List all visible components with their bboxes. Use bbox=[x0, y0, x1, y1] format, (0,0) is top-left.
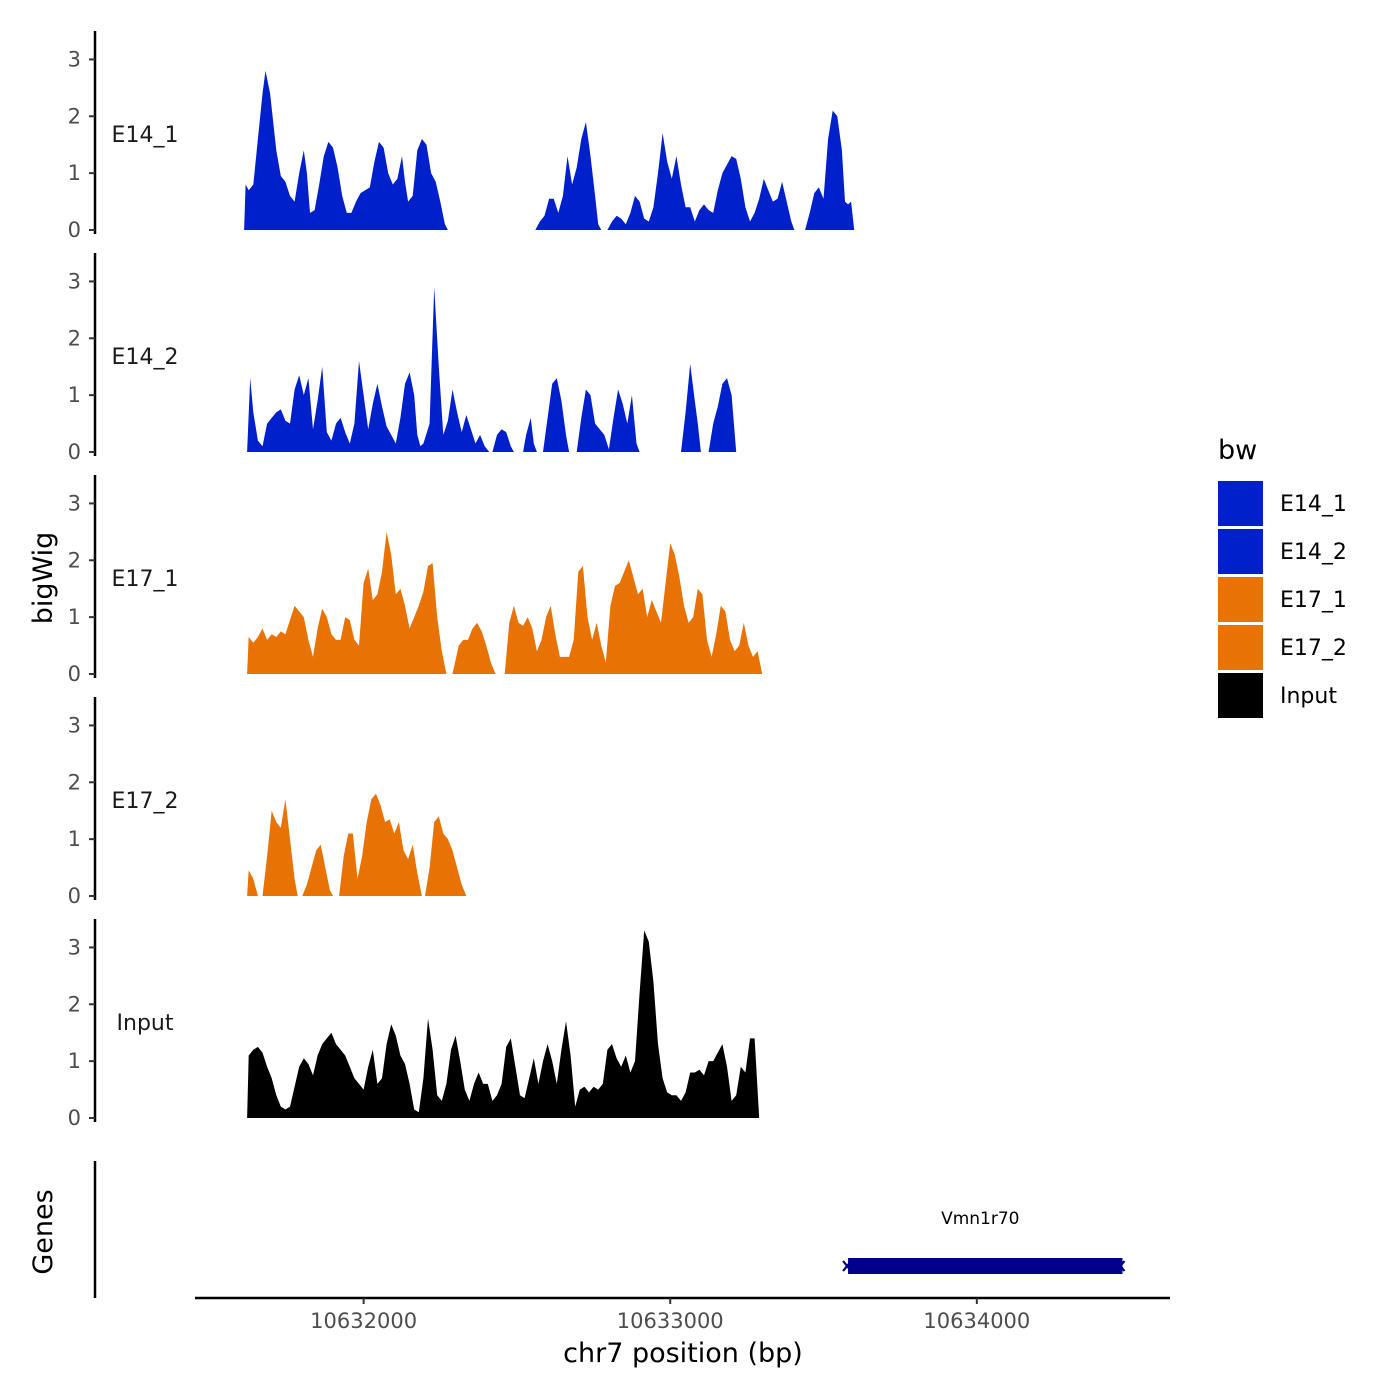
track-label: E17_1 bbox=[112, 567, 179, 592]
y-tick-label: 1 bbox=[68, 827, 81, 851]
y-tick-label: 3 bbox=[68, 491, 81, 515]
coverage-area bbox=[543, 378, 570, 452]
track-e14_1: 0 1 2 3 E14_1 bbox=[68, 31, 855, 242]
track-label: Input bbox=[117, 1011, 174, 1036]
y-tick-label: 0 bbox=[68, 218, 81, 242]
x-axis: 10632000 10633000 10634000 bbox=[195, 1296, 1170, 1333]
track-e17_2: 0 1 2 3 E17_2 bbox=[68, 697, 467, 908]
y-tick-label: 3 bbox=[68, 713, 81, 737]
coverage-area bbox=[576, 389, 640, 452]
gene-track: Vmn1r70 bbox=[93, 1161, 1126, 1298]
track-label: E14_2 bbox=[112, 345, 179, 370]
gene-label: Vmn1r70 bbox=[941, 1209, 1019, 1229]
legend-swatch bbox=[1218, 625, 1263, 670]
legend-title: bw bbox=[1218, 435, 1257, 466]
x-tick-label: 10633000 bbox=[617, 1309, 724, 1333]
coverage-area bbox=[339, 793, 422, 896]
legend-label: E17_2 bbox=[1280, 636, 1347, 661]
y-tick-label: 2 bbox=[68, 326, 81, 350]
track-input: 0 1 2 3 Input bbox=[68, 919, 760, 1130]
y-tick-label: 1 bbox=[68, 1049, 81, 1073]
legend-swatch bbox=[1218, 673, 1263, 718]
coverage-area bbox=[452, 622, 496, 674]
genes-track-title: Genes bbox=[28, 1189, 59, 1274]
y-tick-label: 0 bbox=[68, 884, 81, 908]
y-tick-label: 0 bbox=[68, 1106, 81, 1130]
y-tick-label: 3 bbox=[68, 935, 81, 959]
tracks-layer: 0 1 2 3 E14_1 0 1 2 3 E14_2 0 1 2 3 E17_1 0 1 2 3 E17_2 0 1 2 3… bbox=[68, 31, 855, 1130]
y-tick-label: 1 bbox=[68, 383, 81, 407]
gene-end-marker bbox=[1115, 1260, 1126, 1272]
coverage-area bbox=[805, 110, 855, 230]
coverage-area bbox=[492, 429, 514, 452]
y-tick-label: 3 bbox=[68, 47, 81, 71]
coverage-area bbox=[607, 133, 795, 230]
y-tick-label: 2 bbox=[68, 548, 81, 572]
track-e17_1: 0 1 2 3 E17_1 bbox=[68, 475, 763, 686]
legend-swatch bbox=[1218, 577, 1263, 622]
coverage-area bbox=[247, 870, 258, 896]
track-label: E17_2 bbox=[112, 789, 179, 814]
legend-label: E14_1 bbox=[1280, 492, 1347, 517]
coverage-area bbox=[681, 363, 701, 452]
gene-start-marker bbox=[842, 1260, 852, 1272]
coverage-area bbox=[247, 531, 447, 674]
coverage-area bbox=[262, 799, 298, 896]
y-tick-label: 0 bbox=[68, 440, 81, 464]
x-axis-title: chr7 position (bp) bbox=[563, 1338, 803, 1369]
legend-swatch bbox=[1218, 481, 1263, 526]
coverage-area bbox=[708, 378, 737, 452]
x-tick-label: 10634000 bbox=[923, 1309, 1030, 1333]
coverage-area bbox=[302, 844, 333, 896]
y-tick-label: 1 bbox=[68, 605, 81, 629]
coverage-area bbox=[247, 930, 760, 1118]
legend-label: E17_1 bbox=[1280, 588, 1347, 613]
track-label: E14_1 bbox=[112, 123, 179, 148]
y-tick-label: 3 bbox=[68, 269, 81, 293]
coverage-area bbox=[247, 287, 490, 452]
legend-swatch bbox=[1218, 529, 1263, 574]
x-tick-label: 10632000 bbox=[310, 1309, 417, 1333]
legend-label: E14_2 bbox=[1280, 540, 1347, 565]
gene-body bbox=[848, 1258, 1123, 1274]
y-tick-label: 1 bbox=[68, 161, 81, 185]
coverage-area bbox=[535, 122, 602, 230]
legend-label: Input bbox=[1280, 684, 1337, 709]
coverage-area bbox=[425, 816, 467, 896]
y-axis-title: bigWig bbox=[28, 532, 59, 625]
coverage-area bbox=[244, 70, 448, 230]
legend: bw E14_1 E14_2 E17_1 E17_2 Input bbox=[1218, 435, 1347, 718]
y-tick-label: 2 bbox=[68, 770, 81, 794]
coverage-area bbox=[523, 417, 537, 452]
coverage-area bbox=[504, 543, 763, 674]
y-tick-label: 2 bbox=[68, 104, 81, 128]
y-tick-label: 2 bbox=[68, 992, 81, 1016]
track-e14_2: 0 1 2 3 E14_2 bbox=[68, 253, 737, 464]
y-tick-label: 0 bbox=[68, 662, 81, 686]
